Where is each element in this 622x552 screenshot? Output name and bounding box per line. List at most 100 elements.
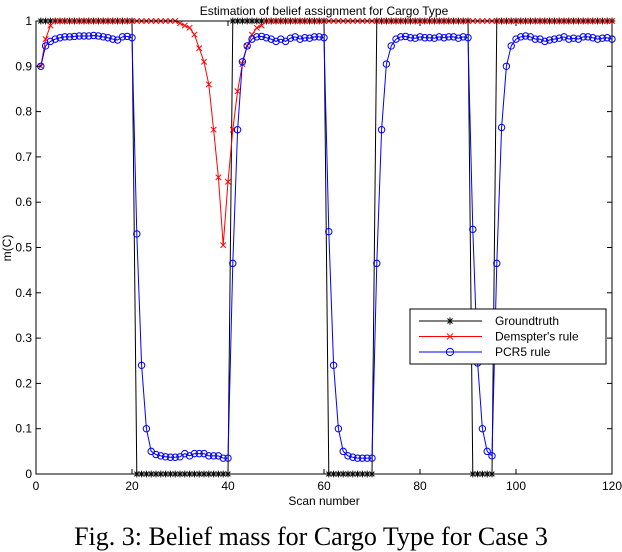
pcr5-point bbox=[445, 33, 453, 41]
series-pcr5 bbox=[37, 31, 616, 462]
pcr5-point bbox=[305, 34, 314, 42]
x-tick-label: 0 bbox=[33, 479, 40, 493]
dempster-point bbox=[191, 31, 198, 38]
x-tick-label: 20 bbox=[125, 479, 139, 493]
pcr5-point bbox=[185, 452, 194, 460]
pcr5-point bbox=[531, 35, 539, 43]
pcr5-point bbox=[190, 449, 199, 458]
pcr5-point bbox=[325, 227, 333, 236]
dempster-point bbox=[224, 178, 232, 185]
pcr5-point bbox=[219, 454, 227, 462]
pcr5-point bbox=[353, 454, 362, 462]
y-tick-label: 0.7 bbox=[15, 150, 32, 164]
pcr5-point bbox=[224, 454, 232, 462]
series-groundtruth bbox=[37, 17, 616, 478]
y-tick-label: 0.9 bbox=[15, 59, 32, 73]
pcr5-point bbox=[75, 32, 83, 40]
pcr5-point bbox=[253, 33, 261, 41]
pcr5-point bbox=[397, 33, 405, 41]
pcr5-point bbox=[161, 453, 170, 461]
pcr5-point bbox=[382, 60, 391, 68]
pcr5-point bbox=[373, 259, 381, 268]
pcr5-point bbox=[603, 34, 611, 42]
pcr5-point bbox=[430, 34, 439, 42]
pcr5-point bbox=[229, 259, 237, 268]
pcr5-point bbox=[214, 452, 223, 460]
dempster-point bbox=[215, 174, 222, 181]
legend-marker-groundtruth bbox=[446, 317, 454, 325]
pcr5-point bbox=[392, 35, 400, 43]
pcr5-point bbox=[310, 33, 319, 41]
x-axis: 0 20 40 60 80 100 120 bbox=[33, 21, 622, 493]
pcr5-point bbox=[550, 35, 559, 43]
pcr5-point bbox=[137, 361, 146, 369]
x-tick-label: 60 bbox=[317, 479, 331, 493]
dempster-point bbox=[196, 45, 203, 52]
x-tick-label: 40 bbox=[221, 479, 235, 493]
x-tick-label: 120 bbox=[602, 479, 622, 493]
pcr5-point bbox=[449, 33, 458, 41]
pcr5-point bbox=[344, 452, 352, 460]
plot-content bbox=[37, 17, 616, 478]
figure-caption: Fig. 3: Belief mass for Cargo Type for C… bbox=[74, 522, 548, 551]
pcr5-point bbox=[46, 37, 55, 46]
pcr5-point bbox=[171, 453, 179, 461]
pcr5-point bbox=[65, 33, 74, 41]
pcr5-point bbox=[133, 230, 141, 238]
y-tick-label: 0.6 bbox=[15, 195, 32, 209]
pcr5-point bbox=[123, 32, 131, 41]
pcr5-point bbox=[593, 35, 602, 43]
pcr5-point bbox=[368, 454, 376, 462]
x-tick-label: 80 bbox=[413, 479, 427, 493]
pcr5-line bbox=[40, 34, 613, 459]
plot-frame bbox=[35, 20, 613, 475]
dempster-point bbox=[47, 22, 54, 29]
legend-marker-dempster bbox=[446, 333, 454, 340]
pcr5-point bbox=[555, 34, 563, 42]
pcr5-point bbox=[411, 34, 419, 42]
pcr5-point bbox=[589, 34, 597, 42]
pcr5-point bbox=[200, 449, 208, 458]
y-tick-label: 0.2 bbox=[15, 376, 32, 390]
pcr5-point bbox=[195, 449, 203, 458]
pcr5-point bbox=[99, 33, 107, 41]
pcr5-point bbox=[584, 33, 592, 41]
x-tick-label: 100 bbox=[506, 479, 526, 493]
pcr5-point bbox=[579, 33, 587, 41]
pcr5-point bbox=[157, 452, 165, 460]
y-tick-label: 0.5 bbox=[15, 241, 32, 255]
pcr5-point bbox=[521, 32, 530, 40]
pcr5-point bbox=[526, 33, 535, 41]
pcr5-point bbox=[416, 33, 424, 41]
pcr5-point bbox=[272, 37, 280, 46]
pcr5-point bbox=[233, 126, 242, 134]
pcr5-point bbox=[128, 34, 136, 42]
pcr5-point bbox=[70, 32, 79, 41]
legend-label-dempster: Demspter's rule bbox=[495, 330, 579, 344]
legend-marker-pcr5 bbox=[445, 347, 455, 357]
pcr5-point bbox=[238, 58, 247, 66]
pcr5-point bbox=[56, 34, 64, 42]
pcr5-point bbox=[80, 32, 88, 40]
y-tick-label: 0.4 bbox=[15, 286, 32, 300]
pcr5-point bbox=[257, 32, 266, 41]
pcr5-point bbox=[358, 454, 367, 462]
pcr5-point bbox=[315, 33, 323, 41]
pcr5-point bbox=[320, 34, 328, 42]
y-tick-label: 0 bbox=[25, 467, 32, 481]
pcr5-point bbox=[545, 36, 554, 44]
pcr5-point bbox=[497, 123, 506, 132]
dempster-point bbox=[220, 242, 227, 249]
pcr5-point bbox=[425, 34, 434, 42]
pcr5-point bbox=[574, 35, 583, 43]
dempster-point bbox=[186, 24, 193, 31]
pcr5-point bbox=[339, 447, 347, 456]
pcr5-point bbox=[104, 34, 112, 42]
pcr5-point bbox=[363, 454, 371, 462]
dempster-point bbox=[210, 126, 217, 133]
y-tick-label: 1 bbox=[25, 14, 32, 28]
pcr5-point bbox=[377, 126, 386, 134]
pcr5-point bbox=[536, 35, 544, 43]
pcr5-point bbox=[469, 225, 477, 234]
